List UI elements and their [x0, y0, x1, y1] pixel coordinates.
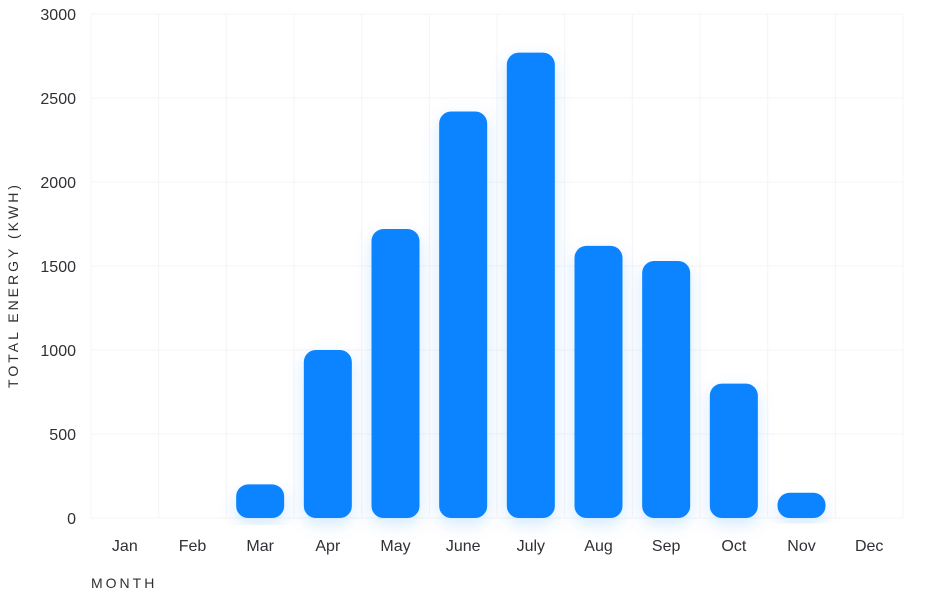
y-tick-label: 0	[67, 511, 76, 528]
y-tick-label: 3000	[40, 7, 76, 24]
x-tick-label: Aug	[584, 538, 612, 555]
y-axis-title: TOTAL ENERGY (KWH)	[5, 182, 21, 388]
x-tick-label: Dec	[855, 538, 883, 555]
x-tick-label: Feb	[179, 538, 207, 555]
x-tick-label: July	[517, 538, 545, 555]
y-axis-ticks: 0 500 1000 1500 2000 2500 3000	[40, 7, 76, 528]
y-tick-label: 2500	[40, 91, 76, 108]
x-tick-label: Apr	[315, 538, 341, 555]
bars	[236, 52, 826, 519]
bar-mar[interactable]	[236, 484, 285, 518]
y-tick-label: 500	[49, 427, 76, 444]
x-tick-label: June	[446, 538, 481, 555]
y-tick-label: 1000	[40, 343, 76, 360]
bar-apr[interactable]	[303, 350, 352, 518]
grid-lines	[90, 13, 904, 519]
x-axis-title: MONTH	[91, 575, 157, 591]
y-tick-label: 2000	[40, 175, 76, 192]
bar-july[interactable]	[506, 52, 555, 518]
bar-aug[interactable]	[574, 245, 623, 518]
bar-oct[interactable]	[709, 383, 758, 518]
y-tick-label: 1500	[40, 259, 76, 276]
x-tick-label: May	[380, 538, 410, 555]
x-tick-label: Nov	[787, 538, 815, 555]
x-tick-label: Mar	[246, 538, 274, 555]
bar-june[interactable]	[439, 111, 488, 518]
bar-nov[interactable]	[777, 492, 826, 518]
x-tick-label: Jan	[112, 538, 138, 555]
bar-may[interactable]	[371, 229, 420, 519]
bar-sep[interactable]	[642, 260, 691, 518]
x-axis-ticks: Jan Feb Mar Apr May June July Aug Sep Oct Nov Dec	[112, 538, 883, 555]
x-tick-label: Sep	[652, 538, 681, 555]
x-tick-label: Oct	[721, 538, 746, 555]
